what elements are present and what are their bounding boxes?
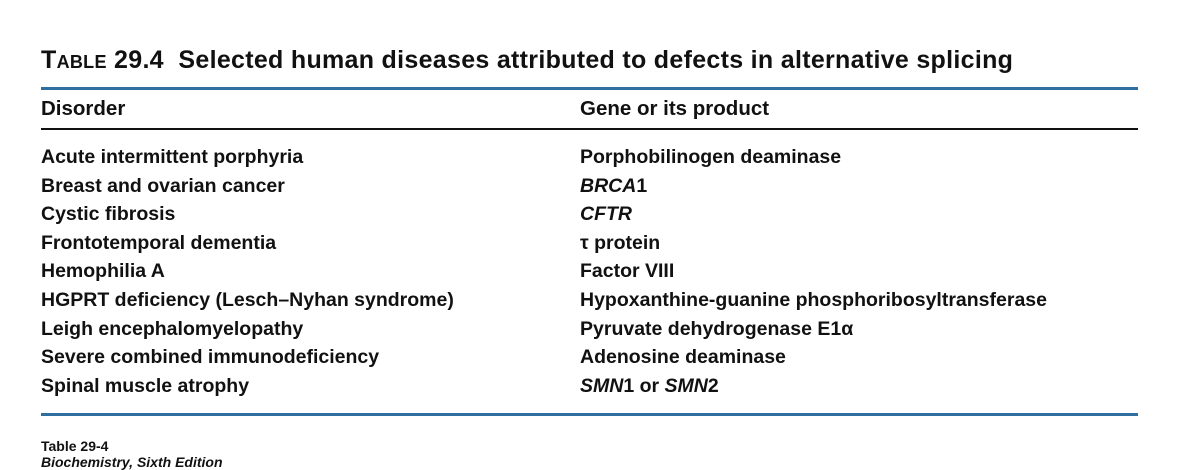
footer-source: Biochemistry, Sixth Edition — [41, 454, 223, 470]
table-row: Spinal muscle atrophy SMN1 or SMN2 — [0, 375, 1184, 403]
gene-text: Hypoxanthine-guanine phosphoribosyltrans… — [580, 289, 1047, 311]
gene-text: SMN — [664, 374, 708, 397]
disorder-cell: Cystic fibrosis — [41, 203, 176, 226]
table-caption: Selected human diseases attributed to de… — [178, 46, 1014, 74]
top-rule — [41, 87, 1138, 90]
disorder-cell: Spinal muscle atrophy — [41, 374, 250, 397]
gene-cell: Porphobilinogen deaminase — [580, 146, 841, 169]
gene-text: 1 — [636, 174, 648, 197]
table-row: Breast and ovarian cancer BRCA1 — [0, 175, 1184, 203]
disorder-cell: Frontotemporal dementia — [41, 231, 277, 254]
gene-cell: τ protein — [580, 232, 660, 255]
header-rule — [41, 128, 1138, 130]
gene-cell: Adenosine deaminase — [580, 346, 786, 369]
gene-text: τ protein — [580, 231, 661, 254]
table-row: Hemophilia A Factor VIII — [0, 260, 1184, 288]
gene-cell: Factor VIII — [580, 260, 674, 283]
disorder-cell: Breast and ovarian cancer — [41, 174, 285, 197]
disorder-cell: Severe combined immunodeficiency — [41, 346, 380, 369]
disorder-cell: Acute intermittent porphyria — [41, 146, 304, 168]
table-row: HGPRT deficiency (Lesch–Nyhan syndrome) H… — [0, 289, 1184, 317]
table-number: 29.4 — [114, 46, 164, 74]
column-header-gene: Gene or its product — [580, 97, 770, 120]
table-row: Severe combined immunodeficiency Adenosin… — [0, 346, 1184, 374]
table-row: Frontotemporal dementia τ protein — [0, 232, 1184, 260]
table-row: Cystic fibrosis CFTR — [0, 203, 1184, 231]
gene-text: 1 or — [623, 374, 665, 397]
gene-text: SMN — [580, 374, 624, 397]
gene-text: Porphobilinogen deaminase — [580, 146, 842, 168]
table-row: Acute intermittent porphyria Porphobilino… — [0, 146, 1184, 174]
bottom-rule — [41, 413, 1138, 416]
gene-text: Adenosine deaminase — [580, 346, 786, 369]
column-header-disorder: Disorder — [41, 97, 126, 120]
gene-cell: SMN1 or SMN2 — [580, 375, 719, 398]
gene-text: 2 — [707, 374, 719, 397]
gene-text: CFTR — [580, 203, 632, 226]
gene-cell: CFTR — [580, 203, 632, 226]
gene-cell: Hypoxanthine-guanine phosphoribosyltrans… — [580, 289, 1047, 312]
table-row: Leigh encephalomyelopathy Pyruvate dehydr… — [0, 318, 1184, 346]
gene-text: Pyruvate dehydrogenase E1α — [580, 317, 854, 340]
disorder-cell: HGPRT deficiency (Lesch–Nyhan syndrome) — [41, 289, 454, 311]
table-title: Table 29.4 Selected human diseases attri… — [41, 46, 1013, 75]
gene-cell: BRCA1 — [580, 175, 647, 198]
gene-text: Factor VIII — [580, 260, 675, 283]
disorder-cell: Leigh encephalomyelopathy — [41, 317, 304, 340]
table-label: Table — [41, 46, 107, 74]
gene-text: BRCA — [580, 174, 637, 197]
gene-cell: Pyruvate dehydrogenase E1α — [580, 318, 853, 341]
disorder-cell: Hemophilia A — [41, 260, 165, 283]
footer-table-ref: Table 29-4 — [41, 438, 109, 454]
